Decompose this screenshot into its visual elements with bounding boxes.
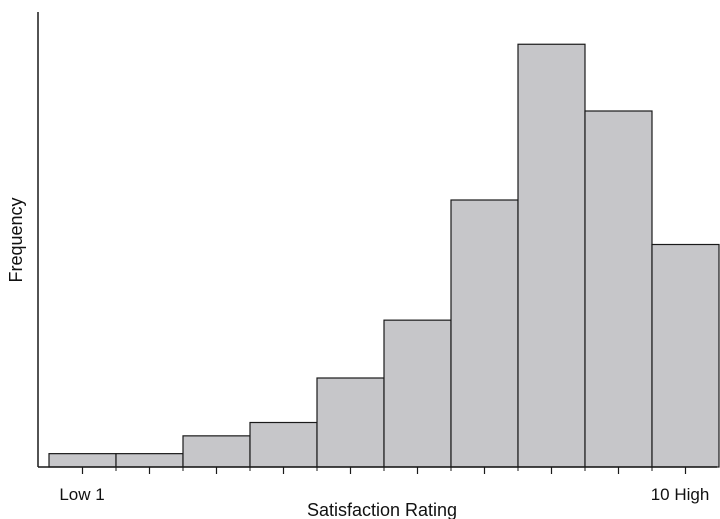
bar-4 xyxy=(249,421,318,468)
bars-group xyxy=(48,43,720,468)
bar-9 xyxy=(584,110,653,468)
bar-1 xyxy=(48,453,117,468)
bar-7 xyxy=(450,199,519,468)
x-ticks-group xyxy=(81,467,687,474)
bar-3 xyxy=(182,435,251,468)
x-tick-label-low: Low 1 xyxy=(59,485,104,504)
x-tick-label-high: 10 High xyxy=(651,485,710,504)
bar-2 xyxy=(115,453,184,468)
bar-5 xyxy=(316,377,385,468)
x-axis-label: Satisfaction Rating xyxy=(307,500,457,519)
bar-6 xyxy=(383,319,452,468)
bar-10 xyxy=(651,243,720,468)
bar-8 xyxy=(517,43,586,468)
y-axis-label: Frequency xyxy=(6,197,26,282)
